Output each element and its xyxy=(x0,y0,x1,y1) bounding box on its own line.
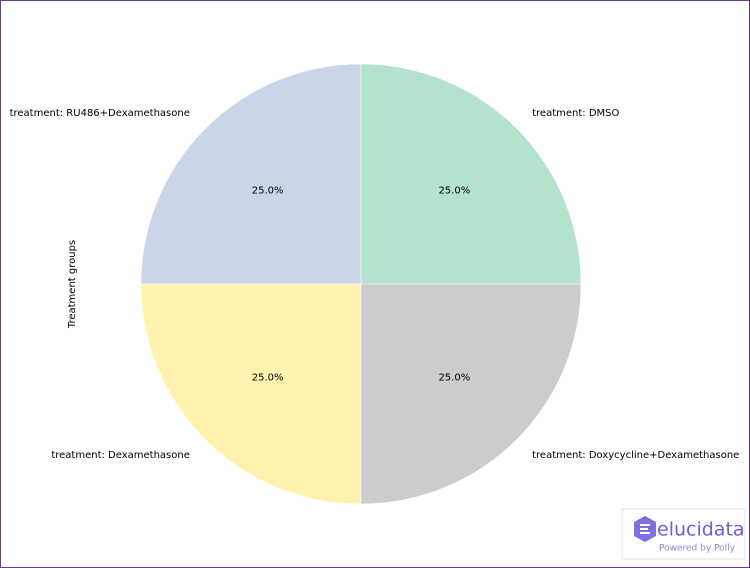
value-label: 25.0% xyxy=(438,372,470,383)
pie-slice xyxy=(360,283,582,505)
value-label: 25.0% xyxy=(252,186,284,197)
logo: elucidata Powered by Polly xyxy=(621,508,746,560)
slice-label: treatment: RU486+Dexamethasone xyxy=(10,108,190,119)
pie-slice xyxy=(140,283,362,505)
pie-slice xyxy=(140,63,362,285)
pie-slice xyxy=(360,63,582,285)
y-axis-label: Treatment groups xyxy=(67,240,78,329)
slice-label: treatment: Dexamethasone xyxy=(51,450,190,461)
logo-name: elucidata xyxy=(657,519,745,541)
value-label: 25.0% xyxy=(252,372,284,383)
logo-tagline: Powered by Polly xyxy=(659,544,736,554)
logo-icon-lines xyxy=(640,524,650,534)
value-label: 25.0% xyxy=(438,186,470,197)
slice-label: treatment: DMSO xyxy=(532,108,619,119)
slice-label: treatment: Doxycycline+Dexamethasone xyxy=(532,450,739,461)
